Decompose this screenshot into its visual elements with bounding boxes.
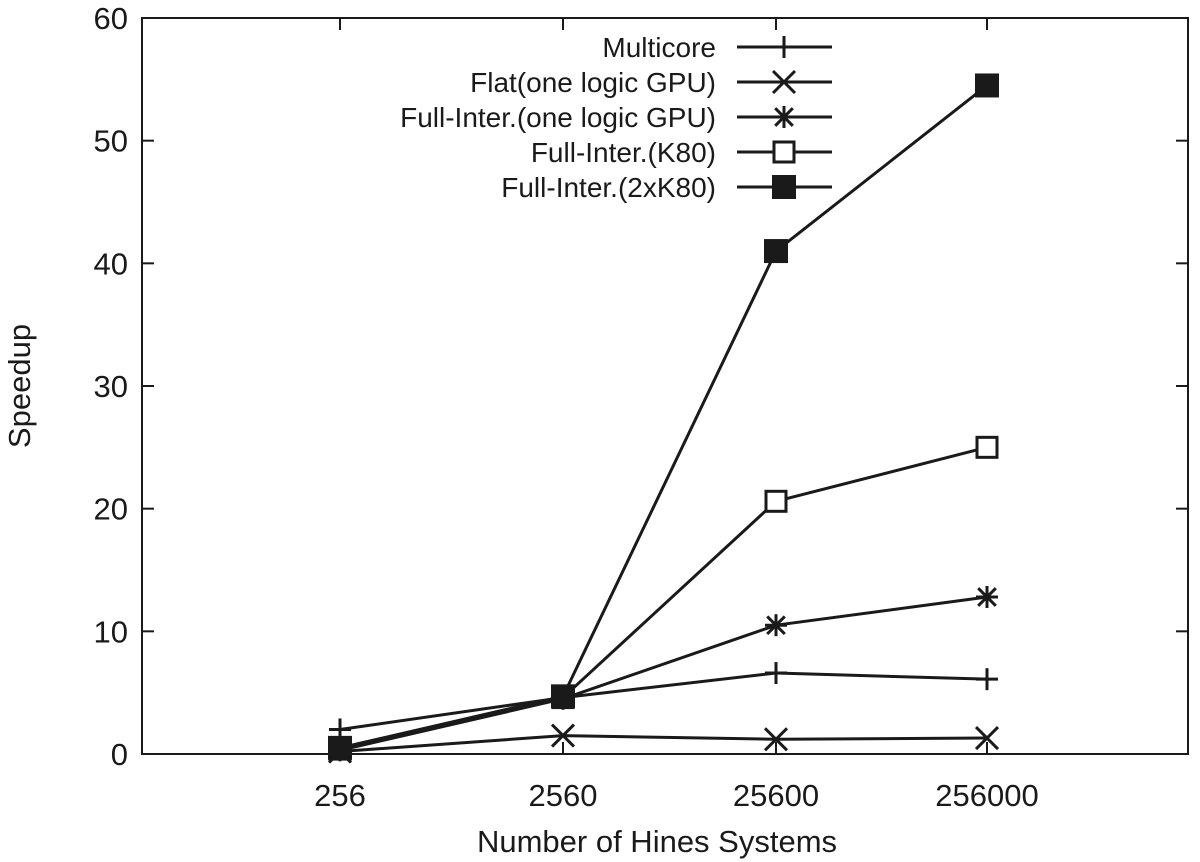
x-axis-label: Number of Hines Systems	[477, 824, 837, 859]
data-point-asterisk	[976, 585, 998, 608]
legend-item: Full-Inter.(2xK80)	[501, 172, 832, 203]
legend-marker-plus	[773, 36, 795, 58]
legend-marker-cross	[771, 69, 797, 95]
series-line-plus	[339, 671, 988, 731]
legend-item: Full-Inter.(one logic GPU)	[400, 102, 832, 133]
y-tick-label: 30	[94, 369, 128, 404]
legend-marker-open-square	[772, 140, 796, 164]
data-point-plus	[765, 662, 787, 685]
legend-item: Full-Inter.(K80)	[531, 137, 832, 168]
y-tick-label: 40	[94, 246, 128, 281]
legend-label: Flat(one logic GPU)	[470, 67, 716, 98]
data-point-asterisk	[765, 614, 787, 637]
legend: Multicore Flat(one logic GPU) Full-Inter.(…	[400, 32, 832, 203]
y-tick-label: 60	[94, 1, 128, 36]
data-point-cross	[550, 723, 576, 748]
data-point-cross	[763, 727, 789, 752]
data-point-filled-square	[975, 73, 999, 98]
x-tick-label: 25600	[733, 778, 819, 813]
data-point-filled-square	[764, 239, 788, 264]
data-point-filled-square	[328, 735, 352, 760]
legend-item: Flat(one logic GPU)	[470, 67, 832, 98]
data-point-plus	[976, 668, 998, 691]
y-tick-label: 20	[94, 492, 128, 527]
y-axis-label: Speedup	[2, 324, 37, 448]
x-tick-label: 2560	[529, 778, 598, 813]
legend-label: Full-Inter.(one logic GPU)	[400, 102, 716, 133]
legend-marker-asterisk	[773, 106, 795, 128]
y-axis-ticks: 0 10 20 30 40 50 60	[94, 1, 1188, 772]
data-point-cross	[974, 725, 1000, 751]
y-tick-label: 50	[94, 124, 128, 159]
series-line-open-square	[339, 445, 988, 751]
legend-label: Full-Inter.(2xK80)	[501, 172, 716, 203]
y-tick-label: 10	[94, 614, 128, 649]
x-tick-label: 256000	[935, 778, 1038, 813]
data-point-filled-square	[551, 684, 575, 709]
legend-item: Multicore	[602, 32, 832, 63]
data-point-open-square	[975, 435, 999, 459]
series-line-filled-square	[339, 84, 988, 750]
series-layer	[327, 73, 1000, 764]
series-line-cross	[339, 734, 988, 754]
series-asterisk	[329, 585, 998, 762]
legend-marker-filled-square	[772, 175, 796, 199]
data-point-open-square	[764, 489, 788, 513]
legend-label: Multicore	[602, 32, 716, 63]
series-filled-square	[328, 73, 999, 760]
y-tick-label: 0	[111, 737, 128, 772]
x-axis-ticks: 256 2560 25600 256000	[314, 18, 1039, 813]
x-tick-label: 256	[314, 778, 366, 813]
legend-label: Full-Inter.(K80)	[531, 137, 716, 168]
